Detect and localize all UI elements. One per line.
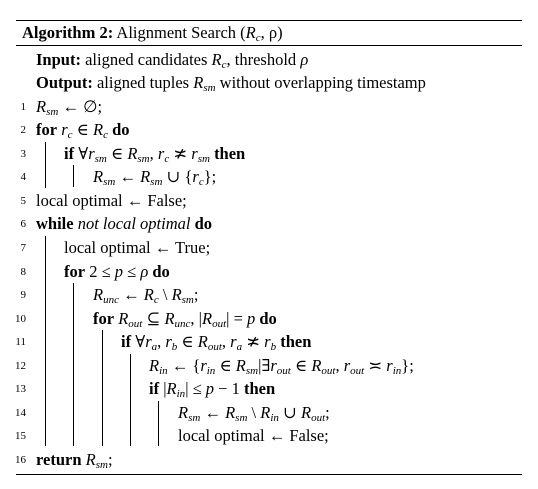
output-content: Output: aligned tuples Rsm without overl… [36, 71, 426, 101]
indent-bar-if-in [158, 401, 159, 446]
algo-line-5: 5 local optimal ← False; [0, 189, 538, 213]
indent-bar-while [45, 236, 46, 446]
indent-bar-for-out [102, 330, 103, 446]
line-code: Rin ← {rin ∈ Rsm|∃rout ∈ Rout, rout ≍ ri… [149, 356, 414, 377]
top-rule [16, 20, 522, 21]
input-label: Input: [36, 50, 81, 69]
algo-line-15: 15 local optimal ← False; [0, 424, 538, 448]
indent-bar-if-out [130, 354, 131, 446]
algo-line-16: 16 return Rsm; [0, 448, 538, 472]
algorithm-caption: Algorithm 2: Alignment Search (Rc, ρ) [22, 23, 283, 48]
title-arg-R: R [245, 23, 256, 42]
line-code: local optimal ← False; [36, 191, 187, 210]
line-number: 9 [20, 289, 27, 301]
title-arg-sub: c [255, 32, 261, 44]
caption-rule [16, 45, 522, 46]
line-code: local optimal ← True; [64, 238, 211, 257]
input-rho: ρ [300, 50, 309, 69]
algo-line-9: 9 Runc ← Rc \ Rsm; [0, 283, 538, 307]
input-content: Input: aligned candidates Rc, threshold … [36, 48, 308, 78]
output-text-b: without overlapping timestamp [215, 73, 426, 92]
line-code: local optimal ← False; [178, 426, 329, 445]
line-code: for rc ∈ Rc do [36, 120, 130, 141]
algo-line-2: 2 for rc ∈ Rc do [0, 118, 538, 142]
line-number: 14 [15, 407, 26, 419]
algo-line-7: 7 local optimal ← True; [0, 236, 538, 260]
line-code: Rsm ← Rsm ∪ {rc}; [93, 167, 217, 188]
line-code: Runc ← Rc \ Rsm; [93, 285, 199, 306]
line-number: 15 [15, 430, 26, 442]
input-text-b: , threshold [226, 50, 301, 69]
algo-line-8: 8 for 2 ≤ p ≤ ρ do [0, 260, 538, 284]
algo-line-1: 1 Rsm ← ∅; [0, 95, 538, 119]
line-number: 16 [15, 454, 26, 466]
output-R-sub: sm [203, 82, 216, 94]
line-number: 7 [20, 242, 27, 254]
line-code: Rsm ← ∅; [36, 97, 103, 118]
line-number: 10 [15, 313, 26, 325]
algo-line-13: 13 if |Rin| ≤ p − 1 then [0, 377, 538, 401]
algo-line-6: 6 while not local optimal do [0, 212, 538, 236]
line-code: for Rout ⊆ Runc, |Rout| = p do [93, 309, 277, 330]
line-code: if ∀rsm ∈ Rsm, rc ≭ rsm then [64, 144, 246, 165]
input-R: R [211, 50, 222, 69]
line-code: if ∀ra, rb ∈ Rout, ra ≭ rb then [121, 332, 312, 353]
algo-line-4: 4 Rsm ← Rsm ∪ {rc}; [0, 165, 538, 189]
output-line: Output: aligned tuples Rsm without overl… [0, 71, 538, 95]
line-number: 5 [20, 195, 27, 207]
algo-line-3: 3 if ∀rsm ∈ Rsm, rc ≭ rsm then [0, 142, 538, 166]
algo-line-10: 10 for Rout ⊆ Runc, |Rout| = p do [0, 307, 538, 331]
bottom-rule [16, 474, 522, 475]
line-number: 11 [15, 336, 26, 348]
indent-bar-for [45, 142, 46, 188]
output-text-a: aligned tuples [96, 73, 194, 92]
algo-line-12: 12 Rin ← {rin ∈ Rsm|∃rout ∈ Rout, rout ≍… [0, 354, 538, 378]
line-number: 12 [15, 360, 26, 372]
line-code: while not local optimal do [36, 214, 213, 233]
line-code: Rsm ← Rsm \ Rin ∪ Rout; [178, 403, 330, 424]
algorithm-title: Alignment Search ( [116, 23, 246, 42]
title-arg-rest: , ρ) [260, 23, 283, 42]
line-code: return Rsm; [36, 450, 113, 471]
line-number: 2 [20, 124, 27, 136]
algo-line-11: 11 if ∀ra, rb ∈ Rout, ra ≭ rb then [0, 330, 538, 354]
line-code: if |Rin| ≤ p − 1 then [149, 379, 276, 400]
line-code: for 2 ≤ p ≤ ρ do [64, 262, 170, 281]
indent-bar-for-p [73, 283, 74, 446]
line-number: 6 [20, 218, 27, 230]
input-text-a: aligned candidates [85, 50, 212, 69]
line-number: 4 [20, 171, 27, 183]
line-number: 13 [15, 383, 26, 395]
line-number: 8 [20, 266, 27, 278]
output-R: R [193, 73, 204, 92]
line-number: 3 [20, 148, 27, 160]
input-line: Input: aligned candidates Rc, threshold … [0, 48, 538, 72]
algorithm-label: Algorithm 2: [22, 23, 114, 42]
output-label: Output: [36, 73, 93, 92]
input-R-sub: c [221, 59, 227, 71]
line-number: 1 [20, 101, 27, 113]
algo-line-14: 14 Rsm ← Rsm \ Rin ∪ Rout; [0, 401, 538, 425]
indent-bar-if [73, 165, 74, 187]
